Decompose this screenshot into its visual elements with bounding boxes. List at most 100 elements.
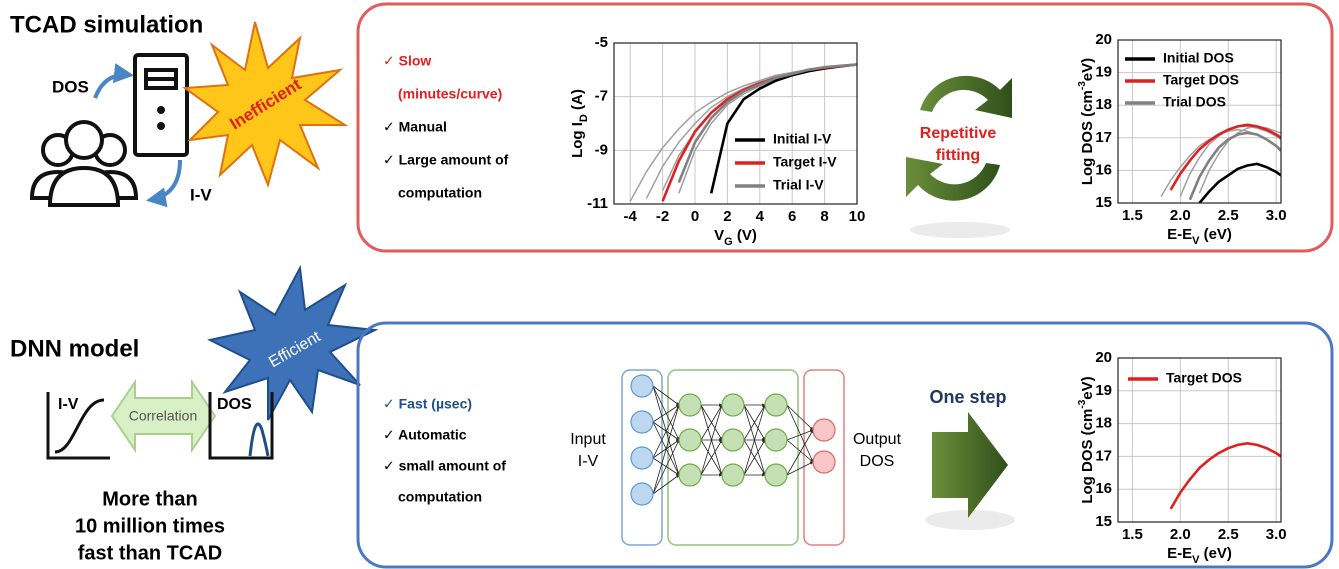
x-tick-label: 2.5 [1218,526,1239,543]
y-tick-label: -7 [595,88,608,105]
input-label: Input [570,431,606,448]
y-axis-label: Log DOS (cm-3eV) [1077,376,1096,503]
section-title: DNN model [10,335,139,362]
y-tick-label: 15 [1095,194,1112,211]
people-icon [32,122,136,205]
server-icon [135,55,187,155]
list-item: ✓ Automatic [383,427,467,443]
series-line [1161,130,1281,197]
node [813,419,835,441]
node [813,451,835,473]
edge [787,405,813,462]
arrow [95,75,130,98]
x-tick-label: 2.5 [1218,207,1239,224]
iv-label: I-V [58,396,79,413]
list-item: (minutes/curve) [398,86,502,102]
claim: 10 million times [75,515,225,537]
output-label: Output [853,431,902,448]
y-tick-label: -9 [595,141,608,158]
output-label: DOS [860,453,895,470]
node [765,464,787,486]
x-axis-label: VG (V) [714,227,757,248]
list-item: ✓ Slow [383,53,431,69]
edge [653,386,679,405]
edge [787,440,813,462]
claim: More than [102,488,198,510]
x-tick-label: 2 [723,208,731,225]
edge [787,430,813,440]
edge [787,405,813,430]
loop-label: fitting [936,147,980,164]
x-tick-label: 4 [756,208,765,225]
legend-label: Trial DOS [1163,94,1226,110]
legend-label: Initial DOS [1163,50,1234,66]
node [679,429,701,451]
x-tick-label: 2.0 [1170,526,1191,543]
series-line [1171,443,1281,509]
y-tick-label: 20 [1095,31,1112,48]
node [631,375,653,397]
loop-label: Repetitive [920,125,997,142]
arrow [150,160,180,200]
y-axis-label: Log DOS (cm-3eV) [1077,58,1096,185]
node [631,447,653,469]
y-tick-label: 18 [1095,415,1112,432]
list-item: ✓ Manual [383,119,447,135]
y-tick-label: 18 [1095,96,1112,113]
node [765,394,787,416]
x-tick-label: 0 [691,208,699,225]
legend-label: Target DOS [1166,370,1242,386]
x-tick-label: 3.0 [1266,526,1287,543]
x-tick-label: 3.0 [1266,207,1287,224]
legend-label: Trial I-V [773,177,824,193]
x-axis-label: E-EV (eV) [1167,226,1232,247]
legend-label: Target DOS [1163,72,1239,88]
section-title: TCAD simulation [10,11,203,38]
list-item: computation [398,185,482,201]
y-tick-label: 19 [1095,382,1112,399]
y-tick-label: -5 [595,34,608,51]
edge [653,475,679,494]
input-label: I-V [578,453,599,470]
neural-network [622,370,844,545]
legend-label: Target I-V [773,154,837,170]
series-line [1200,164,1282,203]
list-item: computation [398,489,482,505]
list-item: ✓ Fast (µsec) [383,396,472,412]
node [722,394,744,416]
y-tick-label: 17 [1095,129,1112,146]
legend-label: Initial I-V [773,131,832,147]
y-tick-label: 15 [1095,513,1112,530]
list-item: ✓ small amount of [383,458,506,474]
y-tick-label: 19 [1095,64,1112,81]
y-tick-label: 17 [1095,447,1112,464]
x-tick-label: 8 [820,208,828,225]
x-tick-label: 6 [788,208,796,225]
x-tick-label: 1.5 [1122,207,1143,224]
y-tick-label: -11 [587,195,608,212]
x-axis-label: E-EV (eV) [1167,545,1232,566]
x-tick-label: -4 [624,208,638,225]
series-line [711,65,857,194]
step-label: One step [929,387,1006,407]
series-line [1200,126,1282,193]
page: TCAD simulation DOS I-V Inefficient ✓ Sl… [0,0,1339,569]
correlation-label: Correlation [129,408,197,424]
x-tick-label: 1.5 [1122,526,1143,543]
dos-label: DOS [217,396,252,413]
node [631,411,653,433]
y-tick-label: 16 [1095,480,1112,497]
claim: fast than TCAD [78,542,222,564]
y-tick-label: 20 [1095,349,1112,366]
node [679,394,701,416]
big-arrow [932,412,1008,518]
node [722,464,744,486]
node [722,429,744,451]
x-tick-label: 2.0 [1170,207,1191,224]
dos-label: DOS [52,77,89,96]
iv-label: I-V [190,185,212,204]
x-tick-label: 10 [849,208,866,225]
node [765,429,787,451]
x-tick-label: -2 [656,208,669,225]
list-item: ✓ Large amount of [383,152,509,168]
